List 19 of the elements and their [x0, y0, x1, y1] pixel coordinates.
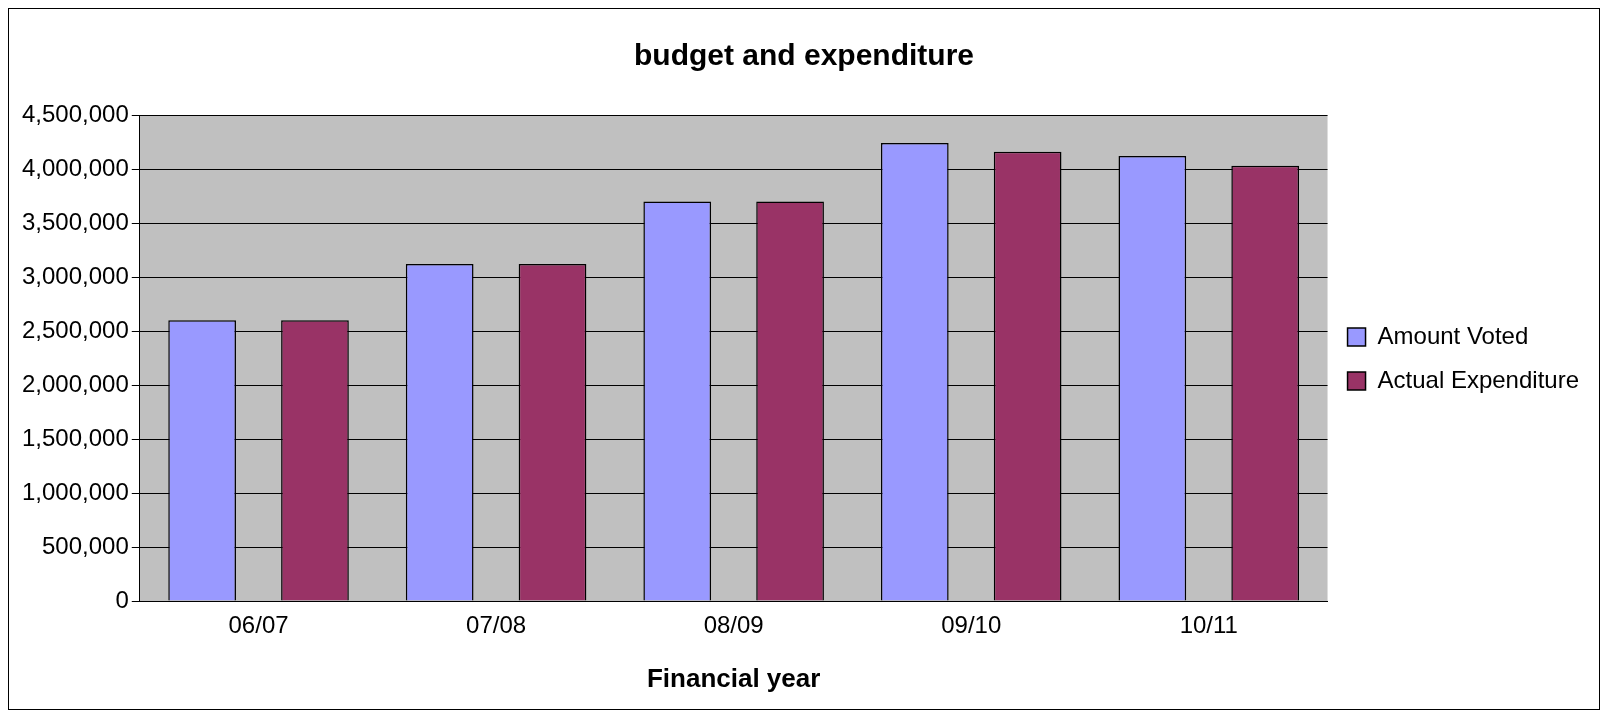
y-tick-label: 0	[115, 585, 129, 613]
chart-title: budget and expenditure	[633, 38, 975, 72]
y-tick-label: 4,000,000	[21, 153, 129, 181]
y-tick-label: 4,500,000	[21, 99, 129, 127]
x-tick-label: 10/11	[1179, 611, 1238, 639]
y-tick-label: 2,000,000	[21, 369, 129, 397]
legend-label: Amount Voted	[1377, 321, 1529, 349]
y-tick-label: 2,500,000	[21, 315, 129, 343]
y-tick-label: 1,500,000	[21, 423, 129, 451]
y-tick-label: 3,000,000	[21, 261, 129, 289]
x-tick-label: 08/09	[703, 611, 764, 639]
y-tick-label: 3,500,000	[21, 207, 129, 235]
x-axis-title: Financial year	[646, 662, 821, 693]
x-tick-label: 07/08	[466, 611, 527, 639]
legend-label: Actual Expenditure	[1377, 365, 1580, 393]
y-tick-label: 500,000	[42, 531, 129, 559]
x-tick-label: 06/07	[228, 611, 289, 639]
y-tick-label: 1,000,000	[21, 477, 129, 505]
x-tick-label: 09/10	[941, 611, 1002, 639]
